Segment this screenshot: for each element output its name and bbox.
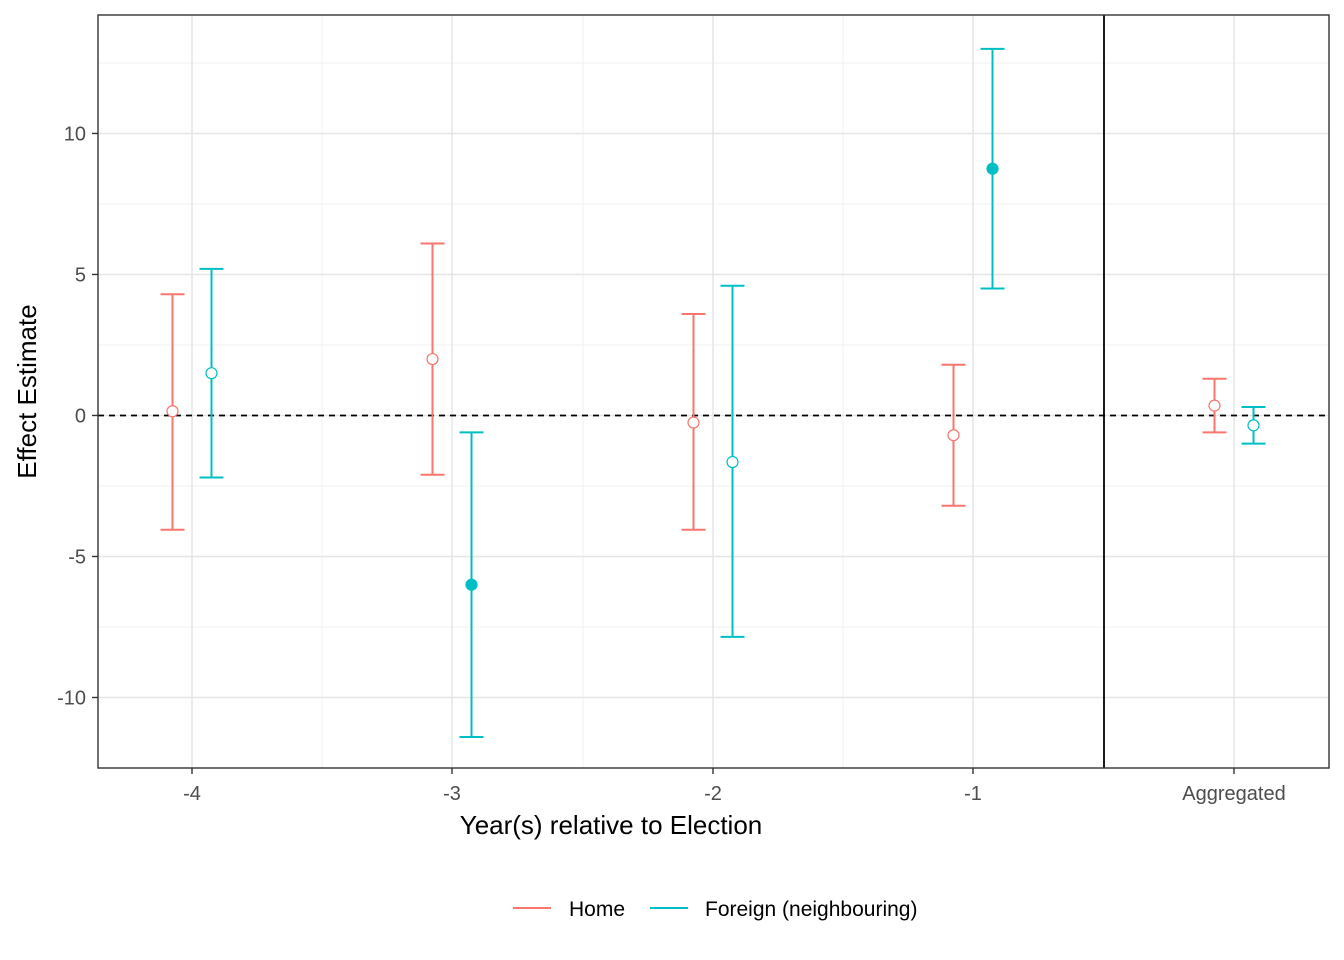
legend-label-foreign-neighbouring: Foreign (neighbouring) bbox=[705, 898, 917, 921]
grid-lines bbox=[98, 15, 1329, 768]
reference-lines bbox=[98, 15, 1329, 768]
y-axis-title: Effect Estimate bbox=[12, 304, 42, 478]
axis-ticks: -10 -5 0 5 10 -4 -3 -2 -1 Aggregated bbox=[57, 123, 1286, 805]
point-foreign-neighbouring bbox=[465, 578, 478, 591]
point-foreign-neighbouring bbox=[1247, 419, 1260, 432]
point-home bbox=[947, 429, 960, 442]
y-tick-label: 10 bbox=[64, 123, 86, 145]
x-tick-label: Aggregated bbox=[1182, 783, 1285, 805]
x-tick-label: -4 bbox=[183, 783, 201, 805]
point-home bbox=[687, 416, 700, 429]
point-foreign-neighbouring bbox=[986, 162, 999, 175]
x-tick-label: -3 bbox=[443, 783, 461, 805]
y-tick-label: -10 bbox=[57, 687, 86, 709]
legend-label-home: Home bbox=[569, 898, 625, 921]
data-marks bbox=[160, 47, 1266, 738]
point-home bbox=[426, 352, 439, 366]
point-foreign-neighbouring bbox=[205, 367, 218, 380]
point-home bbox=[1208, 399, 1221, 412]
x-tick-label: -1 bbox=[964, 783, 982, 805]
y-tick-label: 0 bbox=[75, 405, 86, 427]
x-tick-label: -2 bbox=[704, 783, 722, 805]
point-home bbox=[166, 405, 179, 418]
legend: Home Foreign (neighbouring) bbox=[513, 898, 917, 921]
y-tick-label: -5 bbox=[68, 546, 86, 568]
y-tick-label: 5 bbox=[75, 264, 86, 286]
x-axis-title: Year(s) relative to Election bbox=[460, 810, 763, 840]
point-foreign-neighbouring bbox=[726, 455, 739, 469]
